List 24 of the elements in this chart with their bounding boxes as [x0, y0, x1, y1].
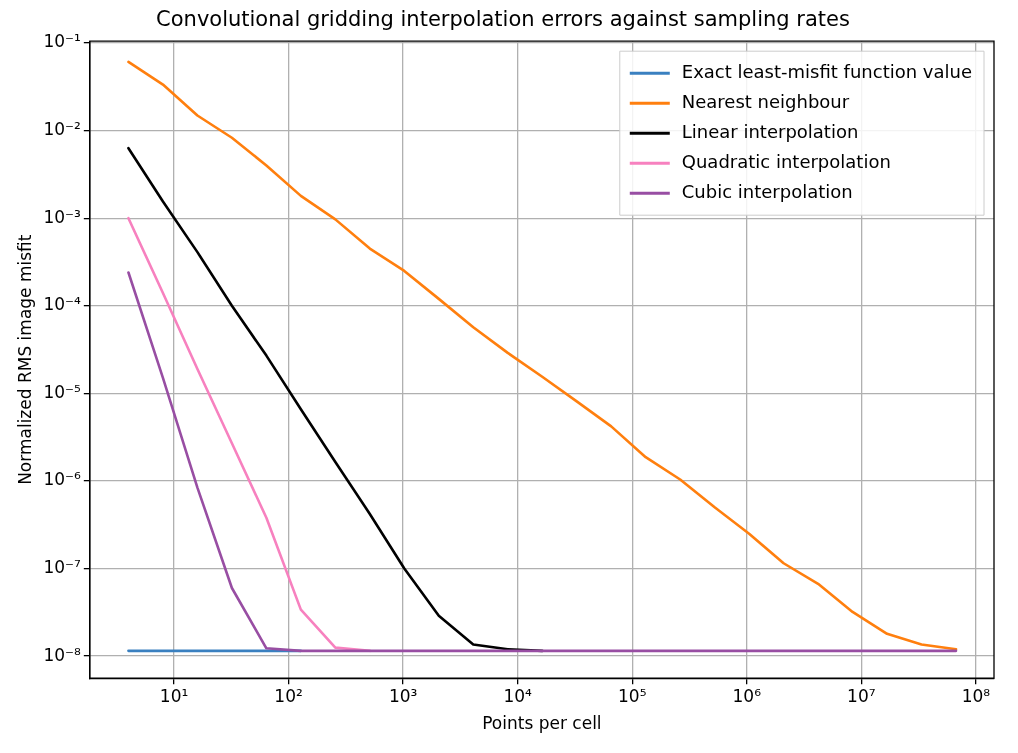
x-axis-title: Points per cell [482, 713, 602, 734]
legend-label: Exact least-misfit function value [681, 60, 972, 82]
x-tick-label: 10⁴ [503, 685, 533, 706]
x-tick-label: 10⁸ [961, 685, 991, 706]
x-tick-label: 10⁵ [617, 685, 647, 706]
x-tick-label: 10⁷ [847, 685, 876, 706]
x-tick-label: 10⁶ [732, 685, 762, 706]
legend-label: Cubic interpolation [681, 180, 853, 202]
y-tick-label: 10⁻⁷ [43, 556, 81, 577]
y-tick-label: 10⁻¹ [43, 31, 81, 52]
legend-label: Linear interpolation [681, 120, 859, 142]
y-tick-label: 10⁻⁸ [43, 644, 81, 665]
x-tick-label: 10² [274, 685, 303, 706]
y-tick-label: 10⁻⁴ [43, 294, 81, 315]
y-tick-label: 10⁻⁵ [43, 381, 81, 402]
chart-title: Convolutional gridding interpolation errors against sampling rates [156, 7, 850, 32]
x-tick-label: 10³ [388, 685, 418, 706]
legend-label: Nearest neighbour [681, 90, 850, 112]
y-tick-label: 10⁻⁶ [43, 469, 81, 490]
y-tick-label: 10⁻³ [43, 206, 81, 227]
y-tick-label: 10⁻² [43, 119, 81, 140]
y-axis-title: Normalized RMS image misfit [14, 234, 35, 485]
legend-label: Quadratic interpolation [681, 150, 891, 172]
x-tick-label: 10¹ [159, 685, 189, 706]
